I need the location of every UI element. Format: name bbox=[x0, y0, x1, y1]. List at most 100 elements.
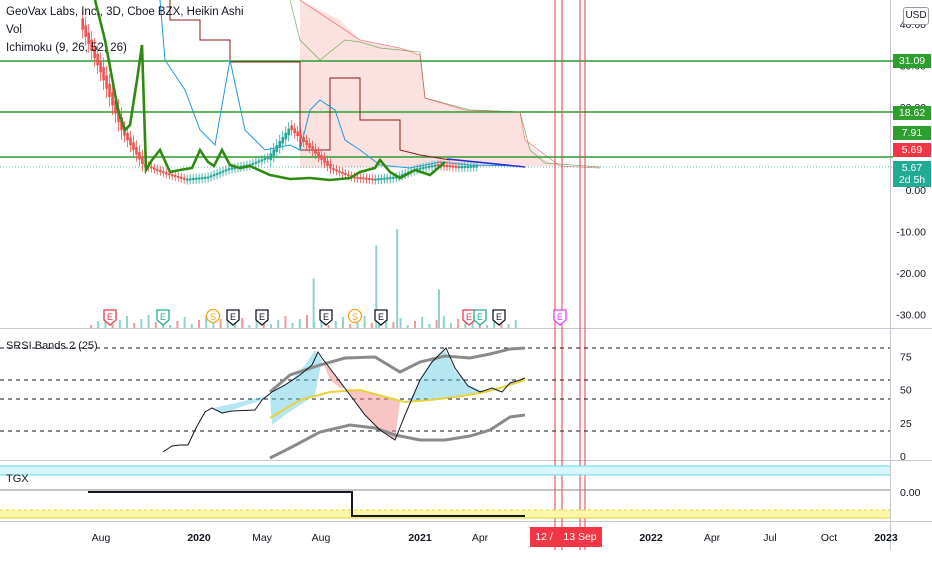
volume-bar bbox=[442, 316, 445, 328]
candle-body bbox=[99, 60, 102, 73]
volume-label[interactable]: Vol bbox=[6, 24, 22, 36]
event-label: E bbox=[323, 312, 329, 322]
event-marker-earnings[interactable]: E bbox=[374, 309, 388, 326]
candle-body bbox=[415, 168, 419, 171]
candle-body bbox=[472, 165, 476, 168]
chart-title[interactable]: GeoVax Labs, Inc., 3D, Cboe BZX, Heikin … bbox=[6, 6, 244, 18]
time-label: May bbox=[252, 532, 273, 544]
candle-body bbox=[230, 167, 234, 170]
currency-button[interactable]: USD bbox=[903, 7, 929, 25]
event-marker-earnings[interactable]: E bbox=[319, 309, 333, 326]
event-marker-future-earnings[interactable]: E bbox=[553, 309, 567, 326]
price-tag: 31.09 bbox=[893, 54, 931, 68]
volume-bar bbox=[90, 325, 92, 328]
candle-body bbox=[371, 178, 374, 181]
event-marker-earnings[interactable]: E bbox=[156, 309, 170, 326]
candle-body bbox=[463, 165, 467, 168]
srsi-axis[interactable]: 75 50 25 0 bbox=[900, 351, 912, 463]
candle-body bbox=[374, 178, 377, 181]
candle-body bbox=[200, 177, 204, 180]
candle-body bbox=[105, 75, 108, 89]
candle-body bbox=[466, 165, 470, 168]
candle-body bbox=[290, 125, 293, 131]
tgx-label[interactable]: TGX bbox=[6, 473, 29, 485]
price-tag: 5.67 2d 5h bbox=[893, 161, 931, 187]
event-marker-split[interactable]: S bbox=[205, 308, 221, 324]
candle-body bbox=[365, 177, 368, 180]
candles[interactable] bbox=[81, 9, 479, 185]
volume-bar bbox=[183, 317, 186, 328]
candle-body bbox=[126, 132, 129, 141]
candle-body bbox=[165, 172, 168, 175]
highlighted-date-2: 13 Sep '21 bbox=[558, 527, 602, 563]
event-marker-earnings[interactable]: E bbox=[473, 309, 487, 326]
candle-body bbox=[311, 146, 314, 151]
candle-body bbox=[326, 160, 329, 166]
volume-bar bbox=[406, 325, 409, 328]
volume-bar bbox=[493, 321, 496, 328]
event-marker-earnings[interactable]: E bbox=[226, 309, 240, 326]
srsi-tick: 25 bbox=[900, 418, 912, 430]
tgx-axis[interactable]: 0.00 bbox=[900, 487, 921, 499]
candle-body bbox=[362, 177, 365, 180]
candle-body bbox=[302, 137, 305, 142]
volume-bar bbox=[349, 324, 352, 328]
srsi-label[interactable]: SRSI Bands 2 (25) bbox=[6, 340, 98, 352]
candle-body bbox=[421, 167, 425, 170]
event-marker-earnings[interactable]: E bbox=[462, 309, 476, 326]
srsi-fill-bull-2 bbox=[400, 350, 490, 402]
candle-body bbox=[167, 173, 171, 176]
candle-body bbox=[359, 177, 362, 180]
candle-body bbox=[475, 165, 479, 168]
candle-body bbox=[156, 168, 159, 171]
time-axis[interactable]: Aug 2020 May Aug 2021 Apr 2022 Apr Jul Oct 2023 bbox=[92, 532, 898, 544]
volume-spike bbox=[375, 245, 378, 328]
time-label: 2022 bbox=[639, 532, 663, 544]
candle-body bbox=[460, 166, 464, 169]
candle-body bbox=[323, 157, 326, 163]
volume-bar bbox=[104, 317, 107, 328]
candle-body bbox=[272, 149, 276, 156]
time-label: 2021 bbox=[408, 532, 432, 544]
event-marker-earnings[interactable]: E bbox=[103, 309, 117, 326]
candle-body bbox=[281, 136, 285, 144]
volume-bar bbox=[147, 315, 150, 328]
candle-body bbox=[221, 170, 225, 173]
volume-bar bbox=[486, 325, 488, 328]
event-marker-split[interactable]: S bbox=[347, 308, 363, 324]
candle-body bbox=[194, 177, 198, 180]
trendline[interactable] bbox=[446, 158, 526, 168]
srsi-pane[interactable] bbox=[0, 346, 890, 460]
candle-body bbox=[176, 175, 180, 178]
volume-bar bbox=[435, 320, 438, 328]
srsi-fill-bull-1 bbox=[205, 350, 322, 425]
volume-bar bbox=[399, 318, 402, 328]
candle-body bbox=[388, 177, 392, 180]
price-tag: 18.62 bbox=[893, 106, 931, 120]
time-label: Aug bbox=[92, 532, 111, 544]
candle-body bbox=[299, 134, 302, 140]
candle-body bbox=[344, 172, 347, 175]
event-marker-earnings[interactable]: E bbox=[255, 309, 269, 326]
volume-bar bbox=[212, 323, 215, 328]
candle-body bbox=[209, 175, 213, 178]
candle-body bbox=[138, 151, 141, 160]
candle-body bbox=[182, 177, 186, 180]
srsi-tick: 75 bbox=[900, 351, 912, 363]
candle-body bbox=[424, 166, 428, 169]
volume-bar bbox=[270, 324, 272, 328]
candle-body bbox=[368, 178, 371, 181]
volume-bar bbox=[255, 321, 258, 328]
volume-bar bbox=[428, 324, 431, 328]
candle-body bbox=[308, 143, 311, 148]
candle-body bbox=[314, 149, 317, 154]
tgx-pane[interactable] bbox=[0, 465, 890, 519]
event-marker-earnings[interactable]: E bbox=[492, 309, 506, 326]
ichimoku-label[interactable]: Ichimoku (9, 26, 52, 26) bbox=[6, 42, 127, 54]
candle-body bbox=[87, 32, 90, 44]
volume-bar bbox=[234, 322, 236, 328]
candle-body bbox=[84, 25, 87, 37]
candle-body bbox=[251, 162, 255, 165]
